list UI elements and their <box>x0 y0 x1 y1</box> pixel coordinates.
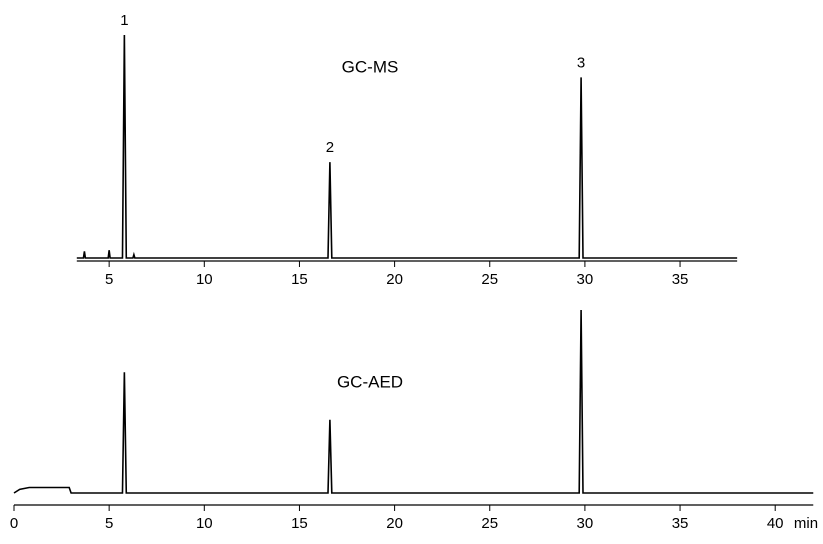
peak-label: 2 <box>326 139 334 156</box>
x-tick-label: 15 <box>291 271 308 288</box>
x-tick-label: 5 <box>105 271 113 288</box>
x-tick-label: 25 <box>481 271 498 288</box>
x-tick-label: 10 <box>196 271 213 288</box>
x-tick-label: 40 <box>767 515 784 532</box>
peak-label: 3 <box>577 54 585 71</box>
x-tick-label: 35 <box>672 515 689 532</box>
chart-title: GC-AED <box>337 372 403 391</box>
x-tick-label: 0 <box>10 515 18 532</box>
chart-title: GC-MS <box>342 57 399 76</box>
x-tick-label: 25 <box>481 515 498 532</box>
x-tick-label: 20 <box>386 515 403 532</box>
x-tick-label: 20 <box>386 271 403 288</box>
x-tick-label: 30 <box>577 271 594 288</box>
chromatogram-line <box>13 309 814 494</box>
x-axis-label: min <box>794 515 818 532</box>
x-tick-label: 10 <box>196 515 213 532</box>
x-tick-label: 30 <box>577 515 594 532</box>
x-tick-label: 5 <box>105 515 113 532</box>
peak-label: 1 <box>120 12 128 29</box>
chromatogram-line <box>76 34 738 259</box>
x-tick-label: 15 <box>291 515 308 532</box>
x-tick-label: 35 <box>672 271 689 288</box>
